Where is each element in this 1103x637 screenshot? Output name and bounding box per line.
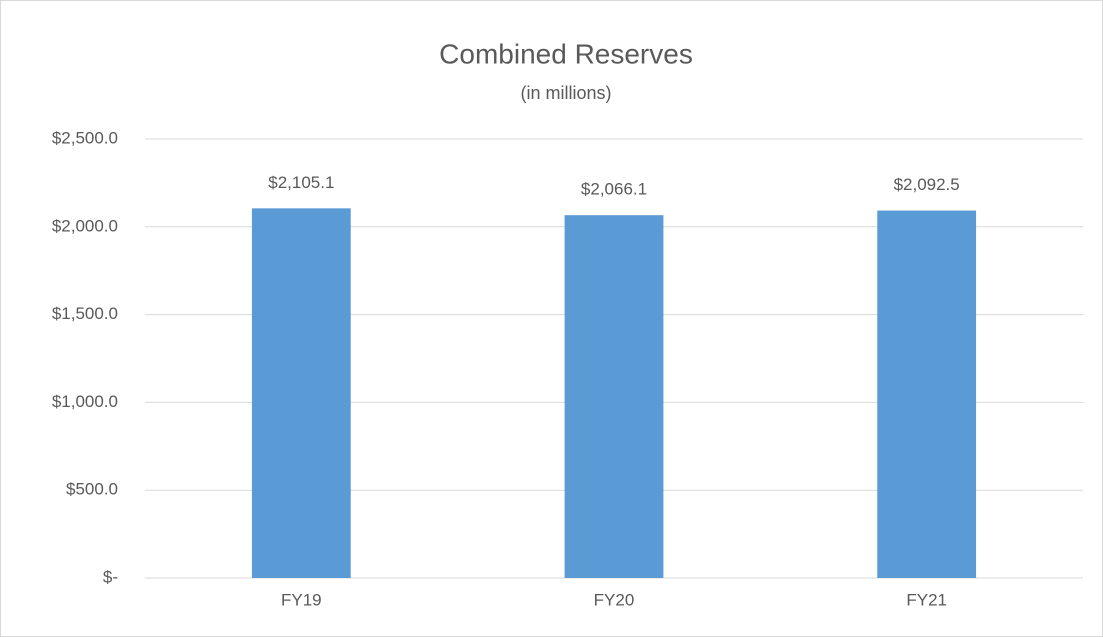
data-label: $2,092.5 (894, 175, 960, 194)
bar (564, 215, 664, 578)
y-tick-label: $1,000.0 (52, 392, 118, 411)
y-tick-label: $2,000.0 (52, 216, 118, 235)
bar (251, 208, 351, 579)
chart-title: Combined Reserves (439, 38, 693, 69)
x-tick-label: FY19 (281, 590, 322, 609)
x-tick-label: FY20 (594, 590, 635, 609)
bar (877, 210, 977, 578)
y-tick-label: $500.0 (66, 480, 118, 499)
y-tick-label: $2,500.0 (52, 128, 118, 147)
data-label: $2,105.1 (268, 173, 334, 192)
data-label: $2,066.1 (581, 180, 647, 199)
x-tick-label: FY21 (906, 590, 947, 609)
y-tick-label: $1,500.0 (52, 304, 118, 323)
y-tick-label: $- (103, 567, 118, 586)
chart-subtitle: (in millions) (520, 83, 611, 103)
